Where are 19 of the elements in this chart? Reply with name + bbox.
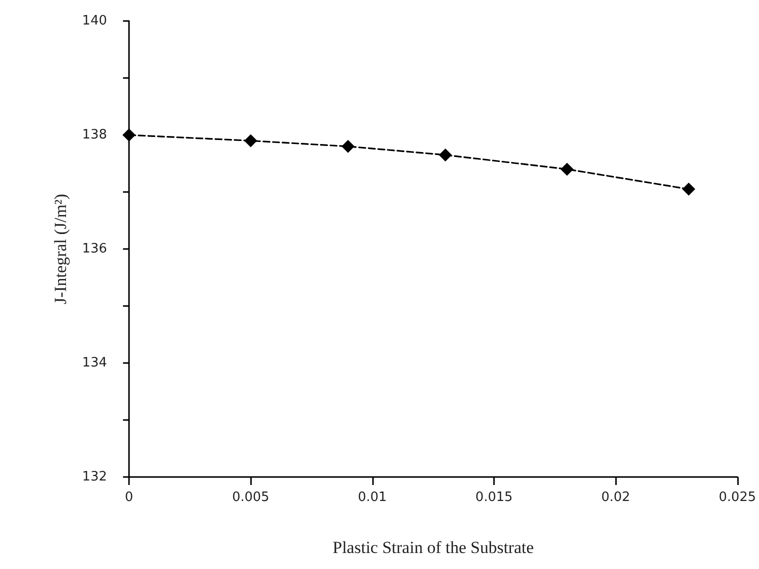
x-tick-label: 0.025 (718, 490, 756, 505)
x-tick-label: 0.015 (475, 490, 513, 505)
y-tick-label: 134 (82, 356, 107, 370)
y-tick-label: 140 (82, 14, 107, 28)
point (244, 134, 258, 148)
x-axis-title: Plastic Strain of the Substrate (332, 538, 534, 557)
y-tick-label: 136 (82, 242, 107, 256)
y-axis-title: J-Integral (J/m²) (51, 194, 70, 304)
x-tick-label: 0.02 (601, 490, 630, 505)
point (438, 148, 452, 162)
point (342, 140, 355, 153)
y-tick-label: 132 (82, 470, 107, 484)
point (122, 128, 136, 142)
x-tick-label: 0 (124, 490, 134, 505)
point (682, 182, 696, 196)
y-tick-label: 138 (82, 128, 107, 142)
x-tick-label: 0.01 (358, 490, 387, 505)
point (560, 162, 574, 176)
x-tick-label: 0.005 (232, 490, 270, 505)
